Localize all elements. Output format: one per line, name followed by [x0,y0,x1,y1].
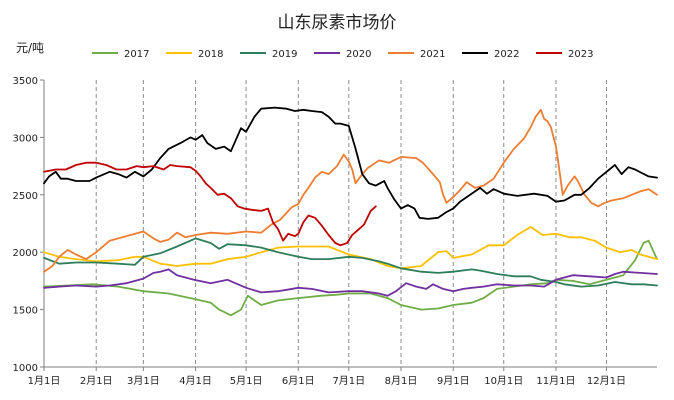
x-tick-label: 7月1日 [332,375,365,387]
x-tick-label: 3月1日 [127,375,160,387]
legend-label-2021: 2021 [420,49,445,60]
series-line-2021 [43,108,658,273]
legend: 2017 2018 2019 2020 2021 2022 2023 [92,49,593,60]
gridlines [95,80,607,367]
legend-label-2017: 2017 [124,49,149,60]
legend-label-2022: 2022 [494,49,519,60]
x-tick-label: 8月1日 [385,375,418,387]
y-tick-labels: 1000 1500 2000 2500 3000 3500 [13,76,38,374]
series-line-2023 [43,161,377,247]
series-line-2022 [43,106,658,220]
y-tick-label: 2500 [13,191,38,202]
y-tick-label: 3000 [13,133,38,144]
series-line-2020 [43,268,658,297]
legend-label-2020: 2020 [346,49,371,60]
series-line-2017 [43,239,658,317]
y-tick-label: 2000 [13,248,38,259]
x-tick-labels: 1月1日 2月1日 3月1日 4月1日 5月1日 6月1日 7月1日 8月1日 9月1日 10月1… [28,375,626,387]
series-line-2018 [43,226,658,270]
x-tick-label: 10月1日 [484,375,523,387]
y-axis-label: 元/吨 [16,41,44,55]
x-tick-label: 2月1日 [80,375,113,387]
x-tick-label: 6月1日 [282,375,315,387]
series-lines [43,106,658,317]
y-tick-label: 1500 [13,306,38,317]
x-tick-label: 1月1日 [28,375,61,387]
y-tick-label: 3500 [13,76,38,87]
x-tick-label: 4月1日 [179,375,212,387]
x-tick-label: 9月1日 [437,375,470,387]
y-tick-label: 1000 [13,363,38,374]
series-line-2019 [43,237,658,288]
legend-label-2018: 2018 [198,49,223,60]
legend-label-2023: 2023 [568,49,593,60]
chart-title: 山东尿素市场价 [278,13,397,33]
x-tick-label: 12月1日 [587,375,626,387]
x-tick-label: 11月1日 [536,375,575,387]
x-tick-label: 5月1日 [230,375,263,387]
axes [40,79,657,371]
legend-label-2019: 2019 [272,49,297,60]
